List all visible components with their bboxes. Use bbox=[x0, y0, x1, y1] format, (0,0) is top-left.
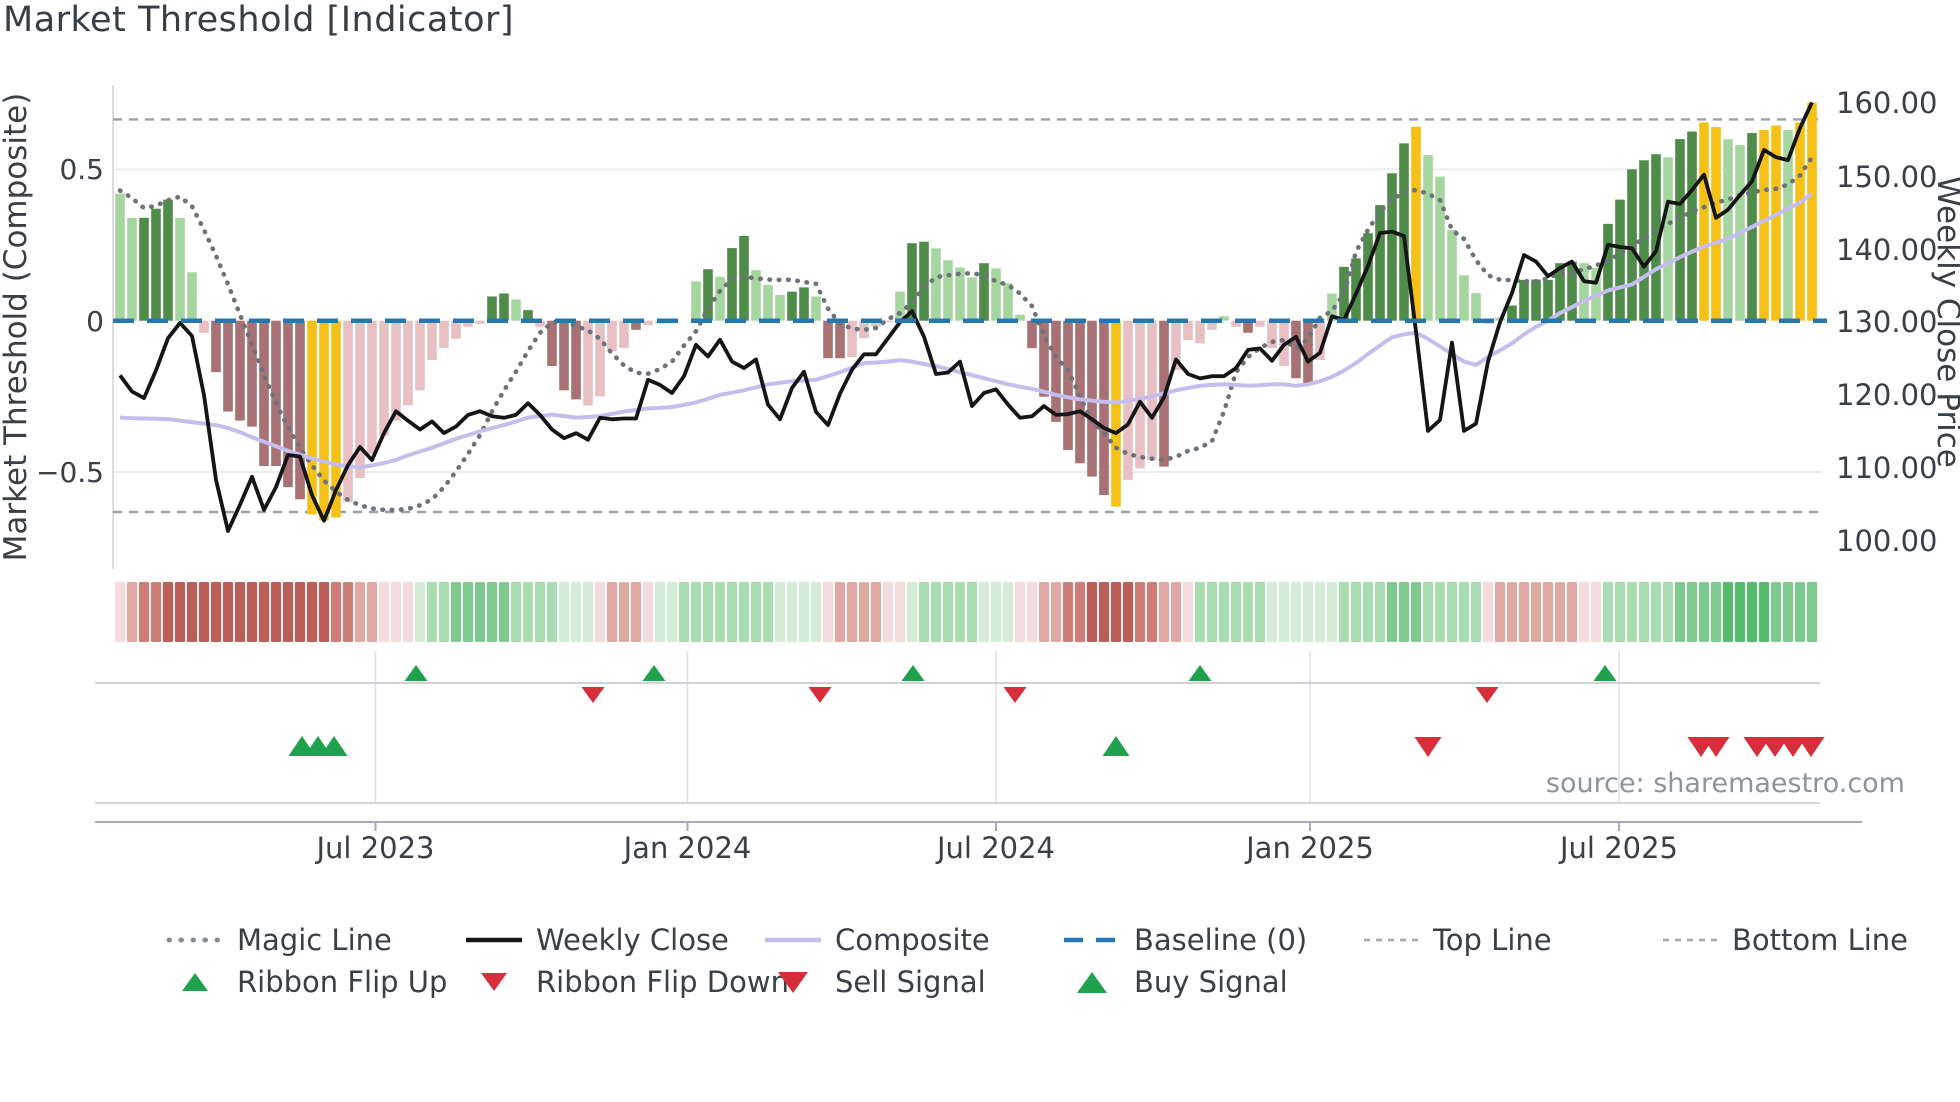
bottom-line-swatch bbox=[1663, 938, 1717, 942]
ribbon-flip-up-icon bbox=[182, 973, 208, 991]
top-line-swatch bbox=[1364, 938, 1418, 942]
right-tick-140: 140.00 bbox=[1836, 233, 1937, 267]
right-axis-title: Weekly Close Price bbox=[1930, 176, 1960, 468]
x-label-jul-2023: Jul 2023 bbox=[314, 831, 434, 865]
left-axis-title: Market Threshold (Composite) bbox=[0, 93, 34, 562]
page-title: Market Threshold [Indicator] bbox=[3, 0, 515, 40]
indicator-chart: 0.5 0 −0.5 160.00 150.00 140.00 130.00 1… bbox=[0, 85, 1960, 865]
chart-lines bbox=[113, 101, 1827, 533]
x-axis bbox=[95, 821, 1862, 831]
right-tick-160: 160.00 bbox=[1836, 86, 1937, 120]
right-tick-150: 150.00 bbox=[1836, 160, 1937, 194]
source-note: source: sharemaestro.com bbox=[1545, 768, 1905, 799]
ribbon-strip bbox=[114, 582, 1818, 642]
sell-signal-icon bbox=[778, 972, 808, 993]
baseline-swatch bbox=[1064, 937, 1120, 943]
magic-line-swatch bbox=[166, 937, 224, 943]
left-tick-m05: −0.5 bbox=[36, 456, 104, 489]
x-label-jul-2025: Jul 2025 bbox=[1558, 831, 1678, 865]
gridlines bbox=[112, 85, 1822, 803]
legend-item-top-line: Top Line bbox=[1362, 923, 1552, 957]
legend-label: Sell Signal bbox=[835, 965, 986, 999]
legend-item-bottom-line: Bottom Line bbox=[1661, 923, 1909, 957]
x-label-jan-2024: Jan 2024 bbox=[622, 831, 752, 865]
legend-item-weekly-close: Weekly Close bbox=[465, 923, 729, 957]
composite-swatch bbox=[765, 937, 821, 943]
x-label-jan-2025: Jan 2025 bbox=[1244, 831, 1374, 865]
signal-markers bbox=[95, 665, 1825, 804]
legend-item-ribbon-flip-up: Ribbon Flip Up bbox=[166, 965, 448, 999]
legend-label: Bottom Line bbox=[1732, 923, 1909, 957]
legend-item-sell-signal: Sell Signal bbox=[764, 965, 986, 999]
weekly-close-swatch bbox=[466, 937, 522, 943]
legend-label: Buy Signal bbox=[1134, 965, 1288, 999]
right-tick-100: 100.00 bbox=[1836, 524, 1937, 558]
legend-label: Top Line bbox=[1433, 923, 1552, 957]
legend-label: Baseline (0) bbox=[1134, 923, 1308, 957]
legend-label: Ribbon Flip Down bbox=[536, 965, 789, 999]
left-tick-05: 0.5 bbox=[59, 153, 104, 186]
legend-label: Composite bbox=[835, 923, 990, 957]
legend-label: Weekly Close bbox=[536, 923, 729, 957]
legend-item-buy-signal: Buy Signal bbox=[1063, 965, 1288, 999]
x-label-jul-2024: Jul 2024 bbox=[935, 831, 1055, 865]
right-tick-130: 130.00 bbox=[1836, 305, 1937, 339]
left-tick-0: 0 bbox=[86, 305, 104, 338]
legend-item-magic-line: Magic Line bbox=[166, 923, 392, 957]
legend-item-composite: Composite bbox=[764, 923, 990, 957]
legend-label: Magic Line bbox=[237, 923, 392, 957]
legend-item-baseline: Baseline (0) bbox=[1063, 923, 1308, 957]
right-tick-110: 110.00 bbox=[1836, 451, 1937, 485]
ribbon-flip-down-icon bbox=[481, 973, 507, 991]
legend-item-ribbon-flip-down: Ribbon Flip Down bbox=[465, 965, 789, 999]
legend-label: Ribbon Flip Up bbox=[237, 965, 448, 999]
right-tick-120: 120.00 bbox=[1836, 378, 1937, 412]
buy-signal-icon bbox=[1077, 972, 1107, 993]
